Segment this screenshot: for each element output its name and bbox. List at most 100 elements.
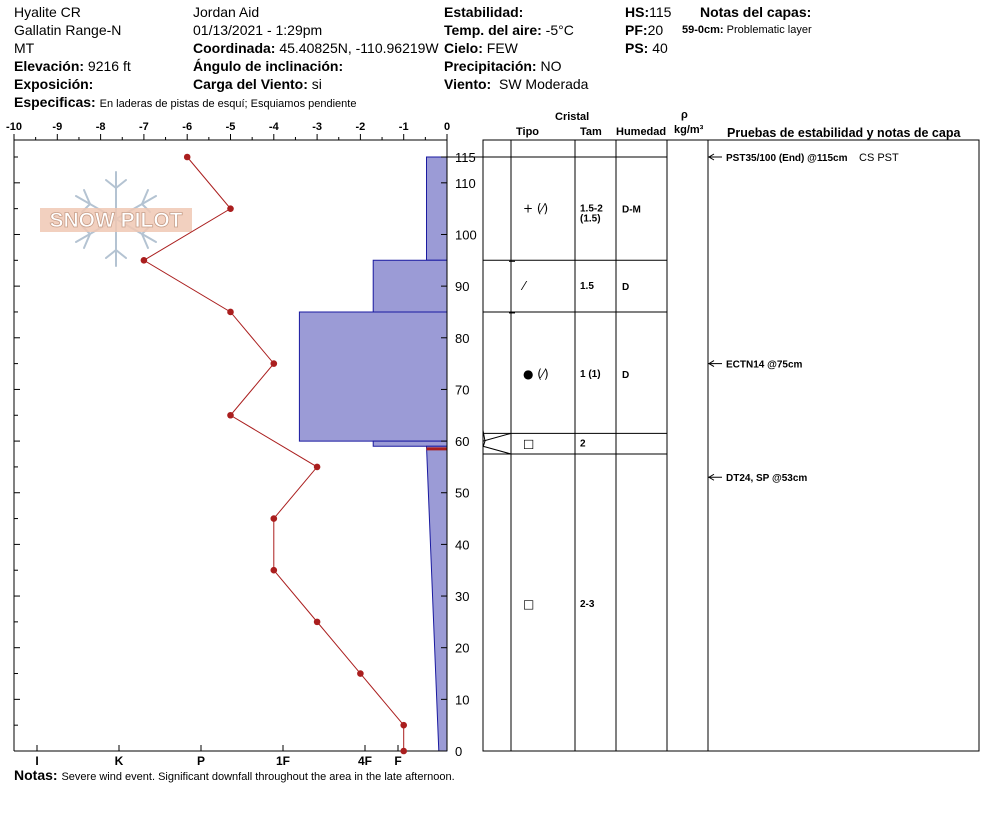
col-crystal-text: Cristal (555, 111, 590, 123)
temp-tick-label: -8 (96, 121, 106, 133)
aspect-label: Exposición: (14, 76, 94, 92)
layer-moisture: D (622, 282, 629, 293)
hardness-tick-label: 1F (276, 754, 290, 768)
layer-size-secondary: (1.5) (580, 214, 601, 225)
wind-load-value: si (311, 76, 322, 92)
height-tick-label: 20 (455, 641, 469, 656)
hardness-segment-2 (298, 311, 448, 442)
test-result: DT24, SP @53cm (726, 473, 807, 484)
hardness-segment-0 (426, 156, 448, 261)
specifics-value: En laderas de pistas de esquí; Esquiamos… (99, 98, 357, 110)
layer-type: + (⁄) (523, 202, 548, 216)
elevation-value: 9216 ft (87, 58, 131, 74)
temp-tick-label: -7 (139, 121, 149, 133)
logo-text: SNOW PILOT (50, 209, 183, 232)
coordinate-label: Coordinada: (193, 40, 276, 56)
layer-notes-title: Notas del capas: (700, 4, 812, 20)
height-tick-label: 10 (455, 692, 469, 707)
stability-label: Estabilidad: (444, 4, 524, 20)
layer-note-range: 59-0cm: (682, 24, 724, 36)
temp-tick-label: -9 (52, 121, 62, 133)
height-tick-label: 50 (455, 486, 469, 501)
specifics: Especificas: En laderas de pistas de esq… (14, 94, 356, 111)
precip-value: NO (540, 58, 562, 74)
sky: Cielo: FEW (444, 40, 518, 56)
temperature-point (357, 670, 364, 677)
col-crystal: Cristal (555, 111, 589, 124)
elevation-label: Elevación: (14, 58, 85, 74)
notes: Notas: Severe wind event. Significant do… (14, 767, 455, 784)
col-density-unit: kg/m³ (674, 124, 703, 137)
height-tick-label: 30 (455, 589, 469, 604)
pf: PF:20 (625, 22, 663, 38)
layer-size: 2 (580, 439, 586, 450)
layer-size: 1.5 (580, 281, 594, 292)
temp-tick-label: -6 (182, 121, 192, 133)
air-temp-label: Temp. del aire: (444, 22, 542, 38)
wind: Viento: SW Moderada (444, 76, 588, 92)
hs: HS:115 (625, 4, 671, 20)
temperature-point (313, 463, 321, 471)
hardness-tick-label: I (35, 754, 38, 768)
height-tick-label: 40 (455, 537, 469, 552)
temp-tick-label: -3 (312, 121, 322, 133)
layer-type: □ (523, 437, 534, 451)
pf-label: PF: (625, 22, 648, 38)
hardness-tick-label: 4F (358, 754, 372, 768)
temp-tick-label: -10 (6, 121, 22, 133)
aspect: Exposición: (14, 76, 93, 92)
temp-tick-label: 0 (444, 121, 450, 133)
wind-label: Viento: (444, 76, 492, 92)
col-type: Tipo (516, 126, 539, 139)
ps: PS: 40 (625, 40, 668, 56)
temperature-point (270, 360, 278, 367)
temperature-point (140, 257, 148, 264)
layer-size: 1 (1) (580, 369, 601, 380)
observer: Jordan Aid (193, 4, 260, 20)
hardness-tick-label: K (115, 754, 124, 768)
temperature-point (400, 721, 408, 729)
height-tick-label: 60 (455, 434, 469, 449)
coordinate-value: 45.40825N, -110.96219W (279, 40, 439, 56)
layer-table-frame (482, 139, 980, 752)
col-tests-text: Pruebas de estabilidad y notas de capa (727, 126, 961, 140)
test-result: PST35/100 (End) @115cm (726, 153, 848, 164)
col-size-text: Tam (580, 126, 602, 138)
temperature-point (400, 747, 408, 755)
hs-label: HS: (625, 4, 650, 20)
precipitation: Precipitación: NO (444, 58, 561, 74)
layer-note: 59-0cm: Problematic layer (682, 24, 812, 37)
layer-moisture: D (622, 370, 629, 381)
sky-label: Cielo: (444, 40, 483, 56)
hardness-tick-label: P (197, 754, 205, 768)
pf-value: 20 (647, 22, 664, 38)
location: Hyalite CR (14, 4, 81, 20)
temperature-point (227, 308, 234, 316)
col-density-symbol: ρ (681, 109, 688, 122)
temp-tick-label: -5 (226, 121, 236, 133)
height-tick-label: 100 (455, 227, 477, 242)
layer-size: 2-3 (580, 599, 595, 610)
datetime: 01/13/2021 - 1:29pm (193, 22, 323, 38)
elevation: Elevación: 9216 ft (14, 58, 131, 74)
hardness-segment-1 (372, 259, 448, 313)
layer-note-text: Problematic layer (726, 24, 812, 36)
layer-type: ⁄ (520, 279, 528, 293)
temperature-point (183, 153, 191, 161)
ps-value: 40 (652, 40, 668, 56)
height-tick-label: 0 (455, 744, 462, 759)
test-arrow-head (708, 360, 715, 368)
snow-pilot-logo: SNOW PILOT (40, 171, 192, 267)
range: Gallatin Range-N (14, 22, 122, 38)
hardness-segment-4 (425, 445, 448, 752)
height-tick-label: 90 (455, 279, 469, 294)
hardness-tick-label: F (394, 754, 401, 768)
precip-label: Precipitación: (444, 58, 537, 74)
temperature-point (270, 515, 278, 522)
wind-load-label: Carga del Viento: (193, 76, 308, 92)
temperature-line (142, 156, 405, 751)
temperature-point (270, 566, 278, 574)
temp-tick-label: -4 (269, 121, 280, 133)
sky-value: FEW (486, 40, 518, 56)
col-density-unit-text: kg/m³ (674, 124, 704, 136)
